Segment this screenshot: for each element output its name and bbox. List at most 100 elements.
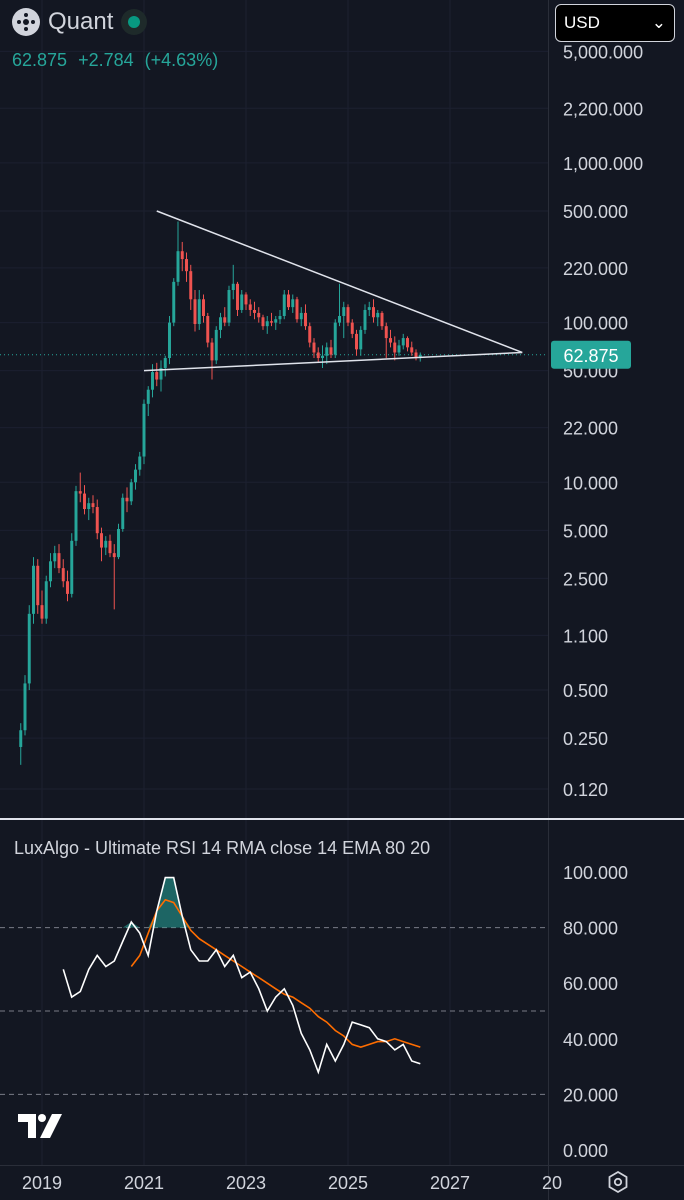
candle[interactable] [384,322,388,359]
candle[interactable] [244,292,248,310]
candle[interactable] [346,304,350,327]
candle[interactable] [312,338,316,359]
candle[interactable] [304,304,307,330]
candle[interactable] [248,299,252,317]
candle[interactable] [372,299,375,323]
candle[interactable] [227,285,231,327]
candle[interactable] [333,319,337,359]
candle[interactable] [414,349,418,361]
candle[interactable] [282,290,286,320]
candle[interactable] [100,527,103,562]
candle[interactable] [393,336,397,361]
candle[interactable] [19,723,23,765]
candle[interactable] [287,290,290,310]
candle[interactable] [176,221,180,286]
candle[interactable] [363,304,367,334]
candle[interactable] [32,557,35,624]
candle[interactable] [197,290,201,330]
candle[interactable] [350,319,354,339]
candle[interactable] [57,544,61,574]
candle[interactable] [23,675,27,736]
candle[interactable] [367,301,371,317]
candle[interactable] [142,399,146,465]
trendline-lower[interactable] [143,351,523,372]
candle[interactable] [265,316,269,334]
candle[interactable] [117,523,120,560]
candle[interactable] [206,312,210,348]
candle[interactable] [219,312,222,339]
candle[interactable] [151,364,154,398]
candle[interactable] [214,326,218,365]
time-axis[interactable]: 2019 2021 2023 2025 2027 20 [22,1173,562,1193]
trendline-upper[interactable] [156,210,523,354]
candle[interactable] [134,464,137,490]
candle[interactable] [112,544,116,610]
candle[interactable] [180,241,184,272]
candle[interactable] [168,316,171,365]
triangle-trendlines[interactable] [143,210,523,372]
candle[interactable] [74,485,78,546]
candle[interactable] [240,290,244,313]
candle[interactable] [342,301,346,339]
candle[interactable] [36,559,40,614]
candle[interactable] [316,347,320,362]
rsi-signal-line[interactable] [130,898,421,1048]
candle[interactable] [325,342,329,365]
market-status-icon[interactable] [121,9,148,35]
candle[interactable] [172,278,176,327]
candle[interactable] [329,339,333,359]
candle[interactable] [185,252,188,282]
candle[interactable] [125,487,129,513]
candle[interactable] [236,281,239,317]
candle[interactable] [146,386,150,417]
candle[interactable] [155,362,159,387]
candle[interactable] [129,478,133,506]
candle[interactable] [27,605,31,691]
candle[interactable] [397,339,401,356]
candle[interactable] [95,499,99,540]
candle[interactable] [138,451,142,476]
candle[interactable] [53,545,57,569]
candle[interactable] [359,326,363,356]
candle[interactable] [87,497,91,521]
candlesticks[interactable] [19,221,422,765]
candle[interactable] [401,333,405,350]
rsi-line[interactable] [62,876,421,1075]
candle[interactable] [66,570,69,602]
rsi-panel[interactable]: LuxAlgo - Ultimate RSI 14 RMA close 14 E… [0,838,628,1161]
candle[interactable] [253,301,256,320]
candle[interactable] [278,309,282,325]
candle[interactable] [274,316,278,330]
candle[interactable] [389,329,392,348]
candle[interactable] [159,360,163,392]
symbol-header[interactable]: Quant [12,8,148,36]
candle[interactable] [91,495,95,514]
candle[interactable] [376,309,380,327]
candle[interactable] [406,336,409,352]
candle[interactable] [193,290,197,332]
price-axis[interactable]: 5,000.000 2,200.000 1,000.000 500.000 220.00… [551,42,643,800]
candle[interactable] [83,485,86,515]
candle[interactable] [210,338,214,380]
candle[interactable] [61,559,65,588]
currency-select[interactable]: USD ⌄ [555,4,675,42]
candle[interactable] [257,307,261,323]
candle[interactable] [108,534,112,558]
candle[interactable] [189,264,193,310]
candle[interactable] [49,553,52,588]
candle[interactable] [410,341,414,356]
candle[interactable] [223,307,227,327]
candle[interactable] [40,590,44,624]
candle[interactable] [338,283,341,327]
candle[interactable] [291,294,295,313]
candle[interactable] [321,345,324,368]
candle[interactable] [163,355,167,377]
candle[interactable] [299,307,303,327]
candle[interactable] [295,296,299,323]
candle[interactable] [44,575,48,624]
candle[interactable] [104,536,108,556]
candle[interactable] [261,314,265,330]
candle[interactable] [202,294,205,323]
candle[interactable] [70,533,74,598]
